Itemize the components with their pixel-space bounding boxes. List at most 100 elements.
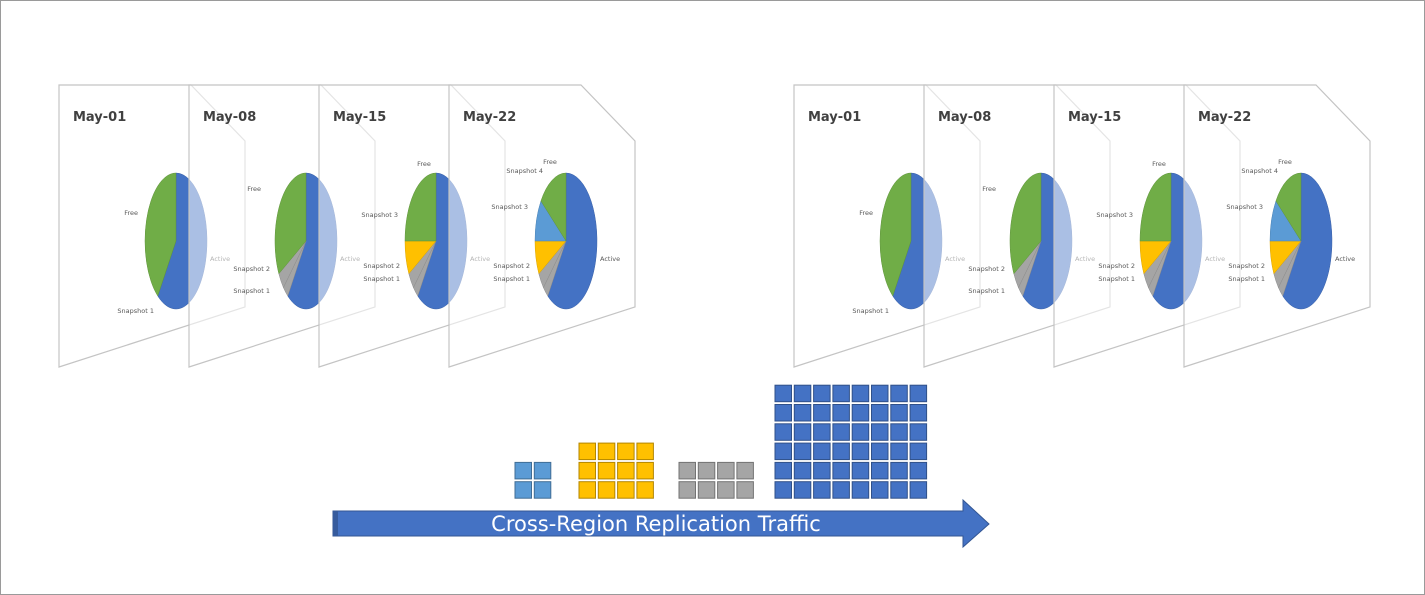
slice-label-free: Free [247, 185, 261, 193]
traffic-block [597, 442, 616, 461]
slice-label-snapshot1: Snapshot 1 [1228, 275, 1265, 283]
pie-slice-active [1282, 172, 1333, 310]
traffic-block [617, 442, 635, 461]
snapshot-set-1: May-01ActiveFreeSnapshot 1May-08ActiveSn… [58, 84, 636, 368]
pie-slice-free [1139, 172, 1172, 242]
snapshot-frame-may-22: May-22 Active Snapshot 1 Snapshot 2 Snapshot… [1183, 84, 1371, 368]
slice-label-snapshot2: Snapshot 2 [968, 265, 1005, 273]
slice-label-snapshot1: Snapshot 1 [1098, 275, 1135, 283]
traffic-block [832, 461, 850, 480]
traffic-block [774, 481, 792, 499]
traffic-arrow-shape [332, 498, 990, 549]
traffic-block [871, 481, 889, 499]
traffic-block [636, 442, 654, 461]
traffic-block [813, 384, 831, 403]
traffic-block [597, 461, 616, 480]
traffic-blocks-snapshot3 [578, 442, 654, 499]
traffic-block [909, 423, 928, 441]
traffic-block [793, 461, 812, 480]
snapshot-frame-may-22: May-22 Active Snapshot 1 Snapshot 2 Snapshot… [448, 84, 636, 368]
traffic-blocks-active [774, 384, 928, 499]
traffic-block [717, 461, 735, 480]
frame-date-label: May-22 [463, 110, 516, 125]
traffic-block [909, 384, 928, 403]
pie-slice-free [540, 172, 567, 242]
traffic-block [890, 384, 908, 403]
traffic-block [851, 461, 870, 480]
traffic-blocks-snapshot4 [514, 461, 552, 499]
traffic-block [832, 442, 850, 461]
traffic-blocks-snapshot1 [678, 461, 754, 499]
slice-label-snapshot3: Snapshot 3 [361, 211, 398, 219]
traffic-block [871, 404, 889, 422]
traffic-block [813, 461, 831, 480]
traffic-block [871, 384, 889, 403]
traffic-block [909, 442, 928, 461]
traffic-block [774, 461, 792, 480]
traffic-block [813, 423, 831, 441]
traffic-block [793, 384, 812, 403]
pie-slice-free [1009, 172, 1042, 275]
traffic-block [678, 481, 696, 499]
slice-label-snapshot1: Snapshot 1 [233, 287, 270, 295]
traffic-block [909, 404, 928, 422]
traffic-block [793, 442, 812, 461]
traffic-block [533, 461, 552, 480]
frame-date-label: May-01 [808, 110, 861, 125]
traffic-block [774, 384, 792, 403]
traffic-block [793, 423, 812, 441]
frame-date-label: May-15 [333, 110, 386, 125]
slice-label-free: Free [859, 209, 873, 217]
slice-label-snapshot3: Snapshot 3 [1226, 203, 1263, 211]
pie-slice-free [879, 172, 912, 297]
slice-label-snapshot3: Snapshot 3 [1096, 211, 1133, 219]
slice-label-snapshot3: Snapshot 3 [491, 203, 528, 211]
pie-slice-free [144, 172, 177, 297]
traffic-block [890, 442, 908, 461]
snapshot-set-2: May-01ActiveFreeSnapshot 1May-08ActiveSn… [793, 84, 1371, 368]
traffic-block [890, 461, 908, 480]
slice-label-snapshot1: Snapshot 1 [852, 307, 889, 315]
traffic-block [514, 461, 532, 480]
frame-date-label: May-08 [203, 110, 256, 125]
traffic-block [533, 481, 552, 499]
frame-date-label: May-01 [73, 110, 126, 125]
traffic-block [832, 404, 850, 422]
slice-label-free: Free [124, 209, 138, 217]
slice-label-snapshot2: Snapshot 2 [1228, 262, 1265, 270]
pie-slice-free [404, 172, 437, 242]
traffic-block [578, 461, 596, 480]
slice-label-snapshot1: Snapshot 1 [363, 275, 400, 283]
traffic-block [890, 481, 908, 499]
traffic-block [736, 461, 754, 480]
traffic-block [909, 461, 928, 480]
traffic-block [851, 481, 870, 499]
traffic-block [851, 384, 870, 403]
traffic-block [774, 423, 792, 441]
slice-label-free: Free [417, 160, 431, 168]
pie-slice-free [274, 172, 307, 275]
frame-date-label: May-15 [1068, 110, 1121, 125]
traffic-block [909, 481, 928, 499]
traffic-block [774, 404, 792, 422]
slice-label-active: Active [600, 255, 620, 263]
slice-label-free: Free [543, 158, 557, 166]
slice-label-snapshot1: Snapshot 1 [117, 307, 154, 315]
traffic-block [851, 442, 870, 461]
slice-label-free: Free [1152, 160, 1166, 168]
slice-label-active: Active [1335, 255, 1355, 263]
slice-label-snapshot1: Snapshot 1 [493, 275, 530, 283]
pie-slice-free [1275, 172, 1302, 242]
traffic-block [636, 461, 654, 480]
slice-label-snapshot4: Snapshot 4 [1241, 167, 1278, 175]
traffic-block [851, 404, 870, 422]
pie-slice-active [547, 172, 598, 310]
traffic-block [832, 423, 850, 441]
traffic-block [678, 461, 696, 480]
traffic-block [890, 423, 908, 441]
traffic-arrow-tail [333, 511, 338, 536]
traffic-arrow [332, 498, 990, 549]
slice-label-snapshot4: Snapshot 4 [506, 167, 543, 175]
